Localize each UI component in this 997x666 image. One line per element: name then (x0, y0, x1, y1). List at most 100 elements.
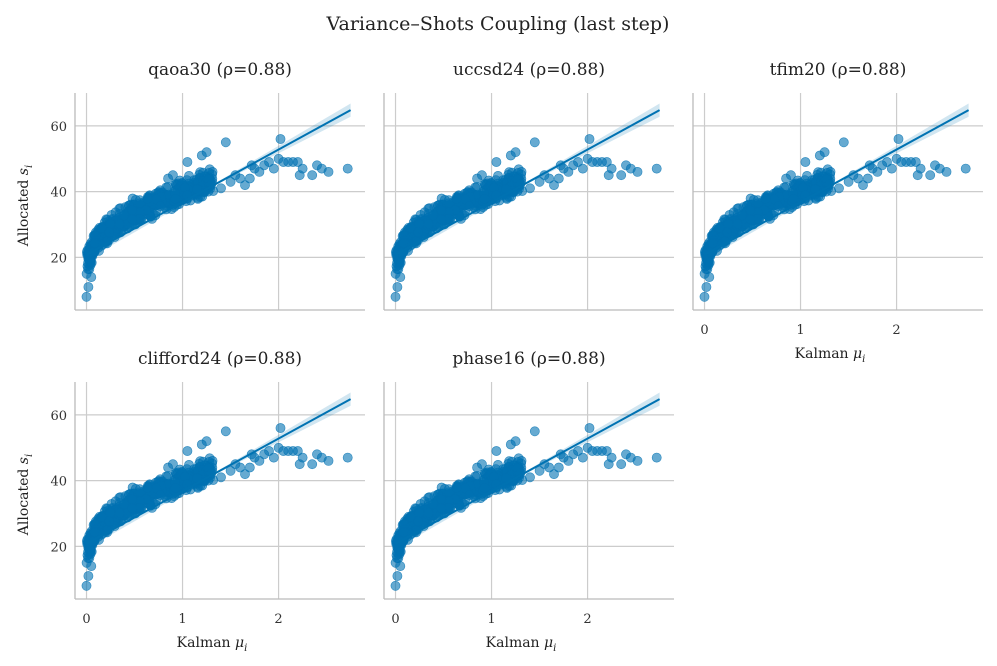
scatter-point (395, 561, 406, 571)
scatter-point (414, 218, 425, 229)
scatter-point (651, 163, 662, 174)
regression-line (86, 109, 352, 256)
scatter-point (127, 503, 138, 514)
scatter-point (504, 167, 515, 178)
y-tick-label: 60 (50, 409, 67, 424)
panel-title: clifford24 (ρ=0.88) (138, 349, 302, 369)
scatter-point (464, 490, 475, 500)
y-tick-label: 40 (50, 475, 67, 490)
y-tick-label: 20 (50, 540, 67, 555)
scatter-point (163, 462, 173, 473)
x-tick-label: 2 (892, 323, 900, 338)
panel-qaoa30: qaoa30 (ρ=0.88) 20 40 60 Allocated si (16, 60, 365, 311)
scatter-point (732, 218, 743, 229)
scatter-point (163, 173, 173, 184)
scatter-point (292, 157, 303, 167)
scatter-point (491, 446, 502, 456)
scatter-point (395, 257, 406, 268)
scatter-point (342, 452, 353, 463)
scatter-point (89, 238, 100, 249)
panel-clifford24: clifford24 (ρ=0.88) 20 40 60 0 1 2 Kalman μi All… (16, 349, 365, 654)
scatter-point (723, 218, 734, 229)
scatter-point (342, 163, 353, 174)
scatter-point (838, 137, 849, 148)
scatter-point (127, 494, 138, 505)
scatter-point (244, 173, 255, 184)
scatter-point (216, 472, 226, 483)
x-tick-label: 1 (487, 612, 495, 627)
scatter-point (510, 436, 521, 447)
scatter-point (428, 210, 438, 221)
scatter-point (81, 291, 92, 302)
panel-title: uccsd24 (ρ=0.88) (453, 60, 605, 80)
scatter-point (395, 272, 406, 282)
y-axis-label: Allocated si (16, 454, 35, 536)
scatter-point (544, 173, 555, 184)
scatter-point (220, 426, 231, 437)
scatter-point (436, 214, 447, 225)
x-tick-label: 1 (796, 323, 804, 338)
scatter-point (428, 499, 438, 510)
scatter-point (86, 257, 97, 268)
scatter-point (413, 227, 424, 238)
scatter-point (525, 472, 535, 483)
scatter-point (307, 170, 318, 181)
scatter-point (390, 580, 401, 591)
scatter-point (479, 193, 490, 204)
scatter-point (616, 170, 627, 181)
panel-title: qaoa30 (ρ=0.88) (148, 60, 292, 80)
scatter-point (549, 469, 559, 479)
scatter-point (549, 180, 559, 190)
scatter-point (858, 180, 868, 190)
scatter-point (925, 170, 936, 181)
scatter-point (584, 134, 595, 144)
scatter-point (390, 291, 401, 302)
scatter-point (464, 201, 475, 211)
scatter-point (563, 166, 574, 177)
scatter-point (451, 482, 462, 493)
scatter-point (275, 134, 286, 144)
scatter-point (745, 205, 756, 216)
scatter-point (105, 218, 116, 229)
scatter-point (297, 452, 308, 463)
panel-title: phase16 (ρ=0.88) (452, 349, 605, 369)
scatter-point (220, 137, 231, 148)
scatter-point (491, 157, 502, 167)
figure-title: Variance–Shots Coupling (last step) (326, 13, 670, 35)
scatter-point (83, 571, 94, 581)
scatter-point (737, 210, 747, 221)
x-tick-label: 0 (82, 612, 90, 627)
scatter-point (127, 205, 138, 216)
scatter-point (155, 201, 166, 211)
scatter-point (127, 214, 138, 225)
scatter-point (616, 459, 627, 470)
scatter-point (170, 193, 181, 204)
scatter-point (323, 166, 334, 177)
scatter-point (819, 147, 830, 158)
scatter-point (405, 511, 416, 522)
x-axis-label: Kalman μi (795, 346, 866, 365)
scatter-point (423, 508, 434, 518)
scatter-point (745, 214, 756, 225)
scatter-point (516, 166, 527, 177)
regression-line (704, 109, 970, 256)
scatter-point (275, 423, 286, 433)
scatter-point (423, 218, 434, 229)
scatter-point (119, 499, 129, 510)
scatter-point (155, 490, 166, 500)
y-tick-label: 40 (50, 186, 67, 201)
scatter-point (86, 561, 97, 571)
scatter-point (781, 173, 791, 184)
scatter-point (142, 193, 153, 204)
scatter-point (704, 272, 715, 282)
scatter-point (268, 452, 279, 463)
scatter-point (960, 163, 971, 174)
scatter-point (915, 163, 926, 174)
scatter-point (297, 163, 308, 174)
scatter-point (834, 183, 844, 194)
scatter-point (577, 163, 588, 174)
scatter-point (86, 272, 97, 282)
scatter-point (573, 157, 583, 167)
scatter-point (510, 147, 521, 158)
scatter-point (240, 180, 250, 190)
